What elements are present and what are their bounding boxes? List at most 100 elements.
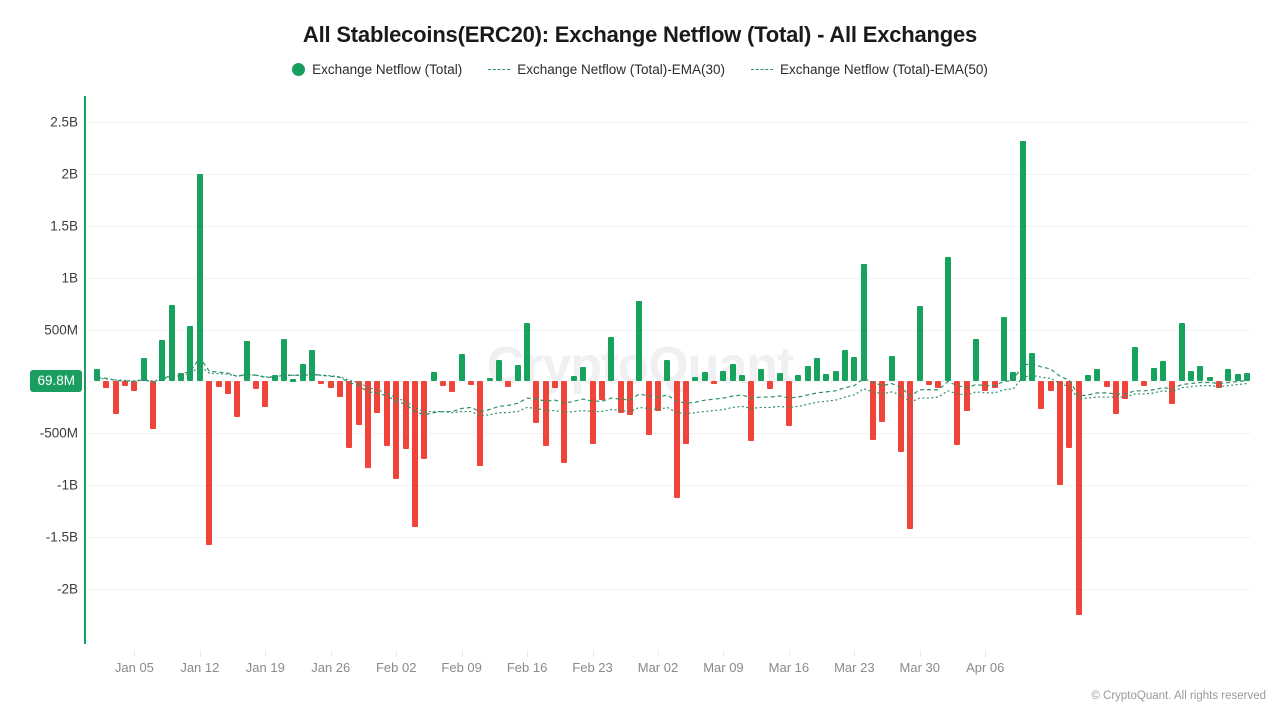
bar-negative[interactable] — [879, 381, 886, 422]
bar-positive[interactable] — [159, 339, 166, 382]
bar-negative[interactable] — [131, 381, 138, 391]
bar-negative[interactable] — [206, 381, 213, 546]
bar-negative[interactable] — [318, 381, 325, 384]
bar-positive[interactable] — [140, 357, 147, 382]
bar-positive[interactable] — [944, 256, 951, 382]
bar-negative[interactable] — [365, 381, 372, 468]
legend-item-0[interactable]: Exchange Netflow (Total) — [292, 62, 462, 77]
bar-positive[interactable] — [832, 371, 839, 382]
bar-negative[interactable] — [533, 381, 540, 423]
bar-negative[interactable] — [748, 381, 755, 441]
bar-negative[interactable] — [449, 381, 456, 392]
bar-negative[interactable] — [552, 381, 559, 388]
bar-positive[interactable] — [178, 373, 185, 382]
bar-positive[interactable] — [851, 356, 858, 382]
bar-positive[interactable] — [1206, 377, 1213, 382]
bar-negative[interactable] — [1066, 381, 1073, 448]
bar-negative[interactable] — [645, 381, 652, 436]
bar-negative[interactable] — [505, 381, 512, 387]
bar-negative[interactable] — [346, 381, 353, 448]
bar-negative[interactable] — [561, 381, 568, 464]
bar-negative[interactable] — [898, 381, 905, 453]
bar-positive[interactable] — [804, 365, 811, 382]
bar-positive[interactable] — [813, 357, 820, 382]
bar-positive[interactable] — [1085, 375, 1092, 382]
bar-negative[interactable] — [542, 381, 549, 446]
bar-negative[interactable] — [767, 381, 774, 389]
bar-positive[interactable] — [1225, 369, 1232, 382]
bar-negative[interactable] — [122, 381, 129, 386]
bar-negative[interactable] — [991, 381, 998, 388]
bar-negative[interactable] — [224, 381, 231, 394]
bar-positive[interactable] — [1131, 347, 1138, 382]
bar-negative[interactable] — [589, 381, 596, 444]
bar-negative[interactable] — [935, 381, 942, 388]
bar-positive[interactable] — [888, 355, 895, 382]
bar-negative[interactable] — [467, 381, 474, 385]
bar-negative[interactable] — [421, 381, 428, 460]
bar-negative[interactable] — [711, 381, 718, 384]
bar-positive[interactable] — [496, 359, 503, 382]
bar-negative[interactable] — [383, 381, 390, 446]
bar-positive[interactable] — [757, 369, 764, 382]
bar-negative[interactable] — [654, 381, 661, 411]
bar-positive[interactable] — [486, 378, 493, 382]
bar-positive[interactable] — [608, 336, 615, 382]
bar-positive[interactable] — [972, 338, 979, 382]
bar-positive[interactable] — [1197, 365, 1204, 382]
legend-item-2[interactable]: Exchange Netflow (Total)-EMA(50) — [751, 62, 988, 77]
bar-negative[interactable] — [673, 381, 680, 498]
bar-negative[interactable] — [355, 381, 362, 426]
bar-negative[interactable] — [374, 381, 381, 413]
bar-positive[interactable] — [795, 375, 802, 382]
bar-positive[interactable] — [1028, 353, 1035, 382]
bar-negative[interactable] — [1122, 381, 1129, 400]
bar-negative[interactable] — [1103, 381, 1110, 387]
bar-negative[interactable] — [907, 381, 914, 529]
bar-positive[interactable] — [1178, 323, 1185, 382]
bar-negative[interactable] — [402, 381, 409, 449]
bar-negative[interactable] — [1169, 381, 1176, 405]
bar-positive[interactable] — [280, 338, 287, 382]
bar-negative[interactable] — [327, 381, 334, 388]
bar-positive[interactable] — [196, 173, 203, 382]
bar-positive[interactable] — [524, 323, 531, 382]
bar-negative[interactable] — [1075, 381, 1082, 616]
bar-negative[interactable] — [103, 381, 110, 388]
bar-positive[interactable] — [664, 359, 671, 382]
bar-positive[interactable] — [1000, 317, 1007, 382]
bar-positive[interactable] — [430, 372, 437, 382]
bar-negative[interactable] — [626, 381, 633, 415]
bar-negative[interactable] — [234, 381, 241, 417]
bar-negative[interactable] — [262, 381, 269, 408]
bar-positive[interactable] — [841, 350, 848, 382]
bar-positive[interactable] — [823, 374, 830, 382]
bar-positive[interactable] — [692, 377, 699, 382]
bar-negative[interactable] — [150, 381, 157, 430]
bar-positive[interactable] — [187, 326, 194, 382]
bar-negative[interactable] — [252, 381, 259, 389]
bar-negative[interactable] — [598, 381, 605, 401]
bar-positive[interactable] — [243, 340, 250, 382]
bar-negative[interactable] — [439, 381, 446, 386]
bar-negative[interactable] — [112, 381, 119, 414]
bar-negative[interactable] — [870, 381, 877, 440]
bar-positive[interactable] — [168, 304, 175, 382]
bar-positive[interactable] — [1010, 372, 1017, 382]
bar-positive[interactable] — [1094, 369, 1101, 382]
bar-positive[interactable] — [1019, 140, 1026, 382]
bar-positive[interactable] — [1187, 371, 1194, 382]
bar-negative[interactable] — [411, 381, 418, 527]
bar-positive[interactable] — [776, 373, 783, 382]
bar-positive[interactable] — [739, 375, 746, 382]
bar-negative[interactable] — [1047, 381, 1054, 391]
bar-positive[interactable] — [1244, 373, 1251, 382]
bar-positive[interactable] — [701, 372, 708, 382]
bar-negative[interactable] — [215, 381, 222, 387]
bar-negative[interactable] — [926, 381, 933, 385]
bar-positive[interactable] — [580, 366, 587, 382]
bar-negative[interactable] — [337, 381, 344, 398]
bar-negative[interactable] — [1141, 381, 1148, 386]
bar-positive[interactable] — [916, 305, 923, 382]
legend-item-1[interactable]: Exchange Netflow (Total)-EMA(30) — [488, 62, 725, 77]
